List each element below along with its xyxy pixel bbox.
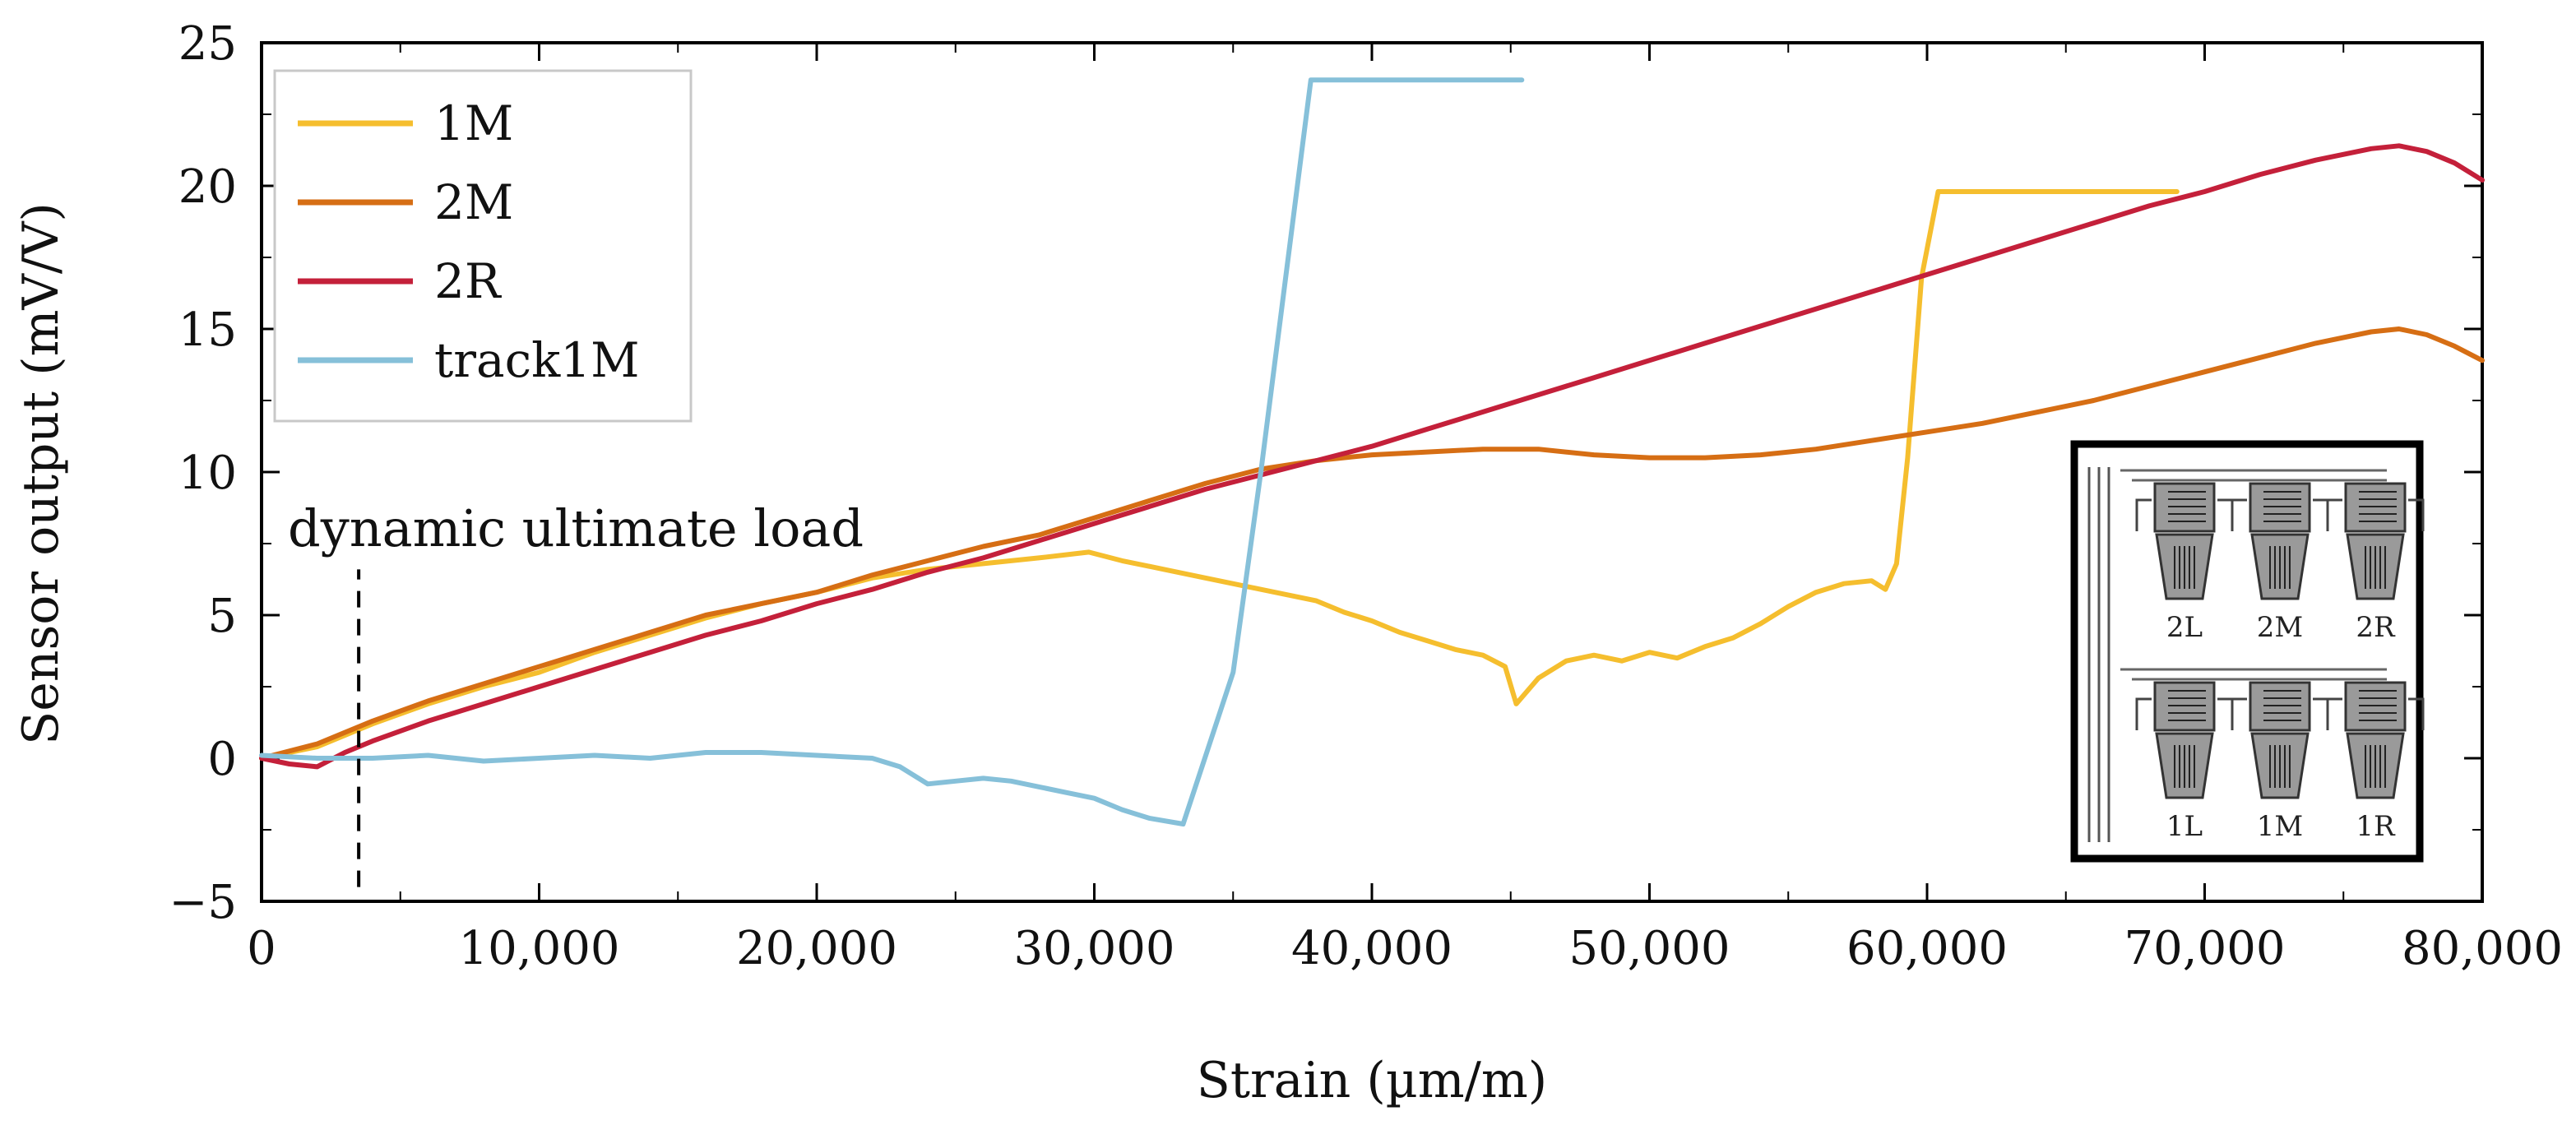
inset-sensor-label: 2M: [2257, 611, 2303, 644]
inset-sensor: 1L: [2135, 681, 2234, 843]
inset-sensor: 2R: [2326, 482, 2425, 644]
series-layer: [259, 77, 2485, 826]
inset-sensor-label: 1L: [2166, 810, 2203, 843]
y-tick-label: 5: [207, 590, 237, 643]
inset-sensor-bracket: [2326, 697, 2425, 730]
series-line-track1m: [259, 77, 1525, 826]
x-tick-label: 10,000: [459, 922, 620, 975]
x-tick-label: 80,000: [2402, 922, 2563, 975]
x-tick-label: 70,000: [2124, 922, 2286, 975]
annotation-layer: dynamic ultimate load: [288, 498, 864, 887]
x-tick-label: 40,000: [1291, 922, 1452, 975]
x-axis-title: Strain (µm/m): [1197, 1052, 1547, 1109]
inset-sensor-label: 1M: [2257, 810, 2303, 843]
series-line-2r: [259, 143, 2485, 770]
inset-sensor: 1M: [2231, 681, 2329, 843]
x-tick-label: 60,000: [1846, 922, 2008, 975]
y-tick-label: −5: [169, 876, 237, 929]
inset-sensor: 2M: [2231, 482, 2329, 644]
y-tick-label: 10: [178, 447, 237, 500]
x-tick-label: 20,000: [736, 922, 897, 975]
legend-label-track1m: track1M: [434, 332, 640, 388]
inset-sensor-bracket: [2326, 498, 2425, 531]
x-tick-label: 50,000: [1569, 922, 1730, 975]
annotation-text: dynamic ultimate load: [288, 498, 864, 558]
legend-label-1m: 1M: [434, 95, 513, 151]
sensor-layout-inset: 2L 2M 2R 1L 1M 1R: [2070, 440, 2425, 863]
y-axis-title: Sensor output (mV/V): [12, 202, 70, 745]
y-tick-label: 25: [178, 17, 237, 71]
x-axis-ticks: 0 10,000 20,000 30,000 40,000 50,000 60,000 70,…: [247, 43, 2563, 975]
y-axis-ticks: −5 0 5 10 15 20 25: [169, 17, 2482, 929]
legend-label-2m: 2M: [434, 174, 513, 230]
inset-sensor: 1R: [2326, 681, 2425, 843]
legend-label-2r: 2R: [434, 253, 503, 309]
inset-sensor-label: 1R: [2356, 810, 2396, 843]
x-tick-label: 30,000: [1014, 922, 1175, 975]
inset-sensor-label: 2L: [2166, 611, 2203, 644]
series-line-2m: [259, 326, 2485, 761]
x-tick-label: 0: [247, 922, 276, 975]
y-tick-label: 20: [178, 160, 237, 214]
legend: 1M 2M 2R track1M: [273, 69, 693, 423]
inset-sensor-label: 2R: [2356, 611, 2396, 644]
y-tick-label: 0: [207, 733, 237, 786]
y-tick-label: 15: [178, 303, 237, 357]
